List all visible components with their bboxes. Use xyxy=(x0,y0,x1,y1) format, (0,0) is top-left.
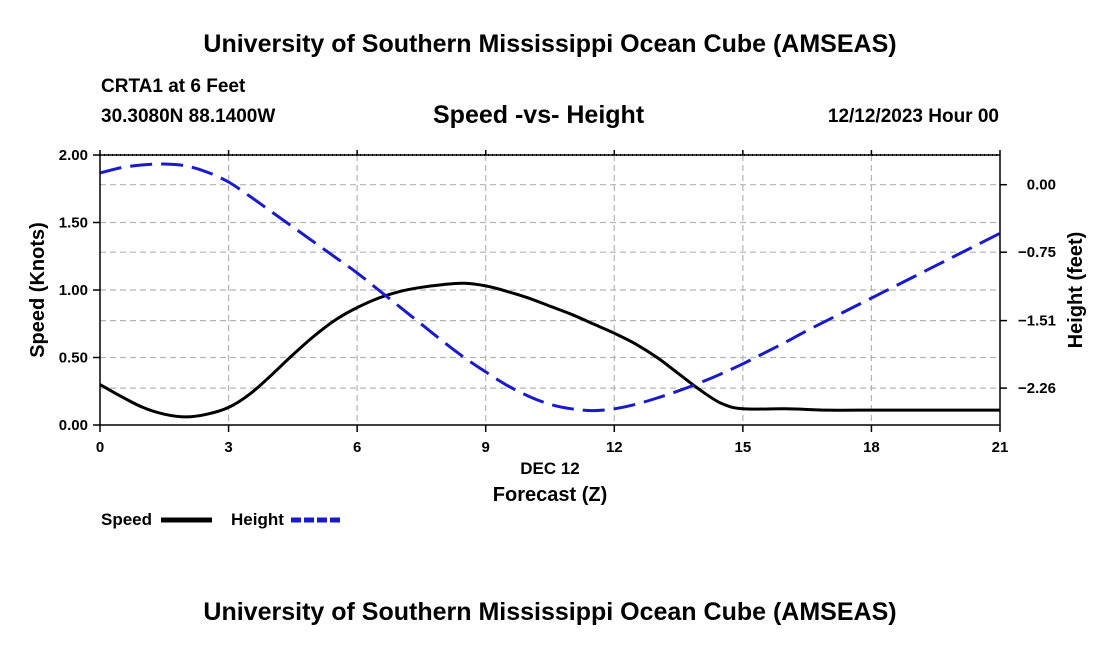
y-tick-label: 0.50 xyxy=(59,350,88,367)
y-tick-label: 2.00 xyxy=(59,147,88,164)
x-tick-label: 6 xyxy=(353,439,361,456)
x-tick-label: 0 xyxy=(96,439,104,456)
chart-legend: Speed Height xyxy=(101,510,342,529)
x-tick-label: 12 xyxy=(606,439,623,456)
footer-title: University of Southern Mississippi Ocean… xyxy=(203,598,897,626)
forecast-datestamp: 12/12/2023 Hour 00 xyxy=(827,106,999,127)
x-axis-title: Forecast (Z) xyxy=(493,484,607,506)
x-tick-label: 15 xyxy=(735,439,752,456)
x-axis-date-label: DEC 12 xyxy=(520,459,580,478)
x-tick-label: 18 xyxy=(863,439,880,456)
series-line-height xyxy=(99,162,1001,413)
y-tick-label: 1.50 xyxy=(59,215,88,232)
y-axis-title: Speed (Knots) xyxy=(27,222,49,358)
y2-tick-label: 0.00 xyxy=(1027,177,1056,194)
chart-subtitle: Speed -vs- Height xyxy=(433,101,645,129)
y2-tick-label: −1.51 xyxy=(1018,313,1056,330)
x-tick-label: 3 xyxy=(224,439,232,456)
series-line-speed xyxy=(99,281,1000,419)
series-lines xyxy=(99,162,1001,419)
legend-height-label: Height xyxy=(231,510,284,529)
x-tick-label: 21 xyxy=(992,439,1009,456)
x-tick-label: 9 xyxy=(482,439,490,456)
legend-speed-label: Speed xyxy=(101,510,152,529)
y2-tick-label: −0.75 xyxy=(1018,244,1056,261)
axes: 0 3 6 9 12 15 18 21 0.00 0.50 1.00 1.50 2.00 0.00 −0.7… xyxy=(59,147,1056,456)
grid-lines xyxy=(100,155,1000,425)
chart-main-title: University of Southern Mississippi Ocean… xyxy=(203,30,897,58)
station-label: CRTA1 at 6 Feet xyxy=(101,76,246,97)
station-coordinates: 30.3080N 88.1400W xyxy=(101,106,276,127)
y2-tick-label: −2.26 xyxy=(1018,380,1056,397)
y-tick-label: 1.00 xyxy=(59,282,88,299)
y-tick-label: 0.00 xyxy=(59,417,88,434)
y2-axis-title: Height (feet) xyxy=(1065,232,1087,349)
